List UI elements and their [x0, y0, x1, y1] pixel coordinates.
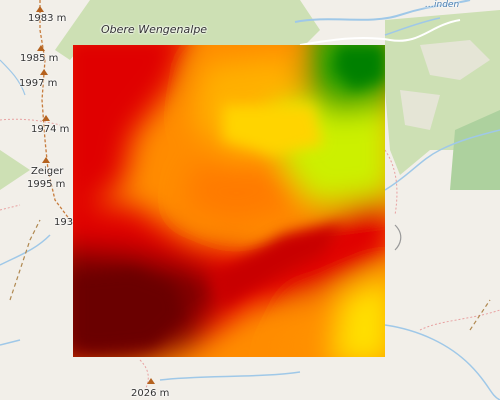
- stream: [384, 129, 500, 191]
- rock-patch-2: [400, 90, 440, 130]
- heat-zone-valley: [277, 295, 343, 357]
- area-label: Obere Wengenalpe: [101, 23, 208, 36]
- stream: [384, 17, 441, 36]
- peak-icon: [40, 69, 48, 75]
- peak-icon: [36, 6, 44, 12]
- stream: [294, 0, 471, 23]
- peak-icon: [37, 45, 45, 51]
- dashed-path: [0, 204, 21, 211]
- heat-zone-high: [73, 45, 187, 215]
- peak-elevation: 2026 m: [131, 388, 170, 399]
- dashed-path: [139, 359, 149, 391]
- stream: [0, 339, 21, 346]
- peak-icon: [147, 378, 155, 384]
- forest-patch-small: [0, 150, 30, 190]
- heat-zone-yellow: [223, 105, 323, 155]
- dashed-path: [0, 118, 61, 126]
- stream: [159, 371, 301, 381]
- peak-icon: [42, 157, 50, 163]
- stream: [0, 59, 26, 96]
- heat-zone-peak-core: [73, 270, 183, 350]
- dashed-path: [384, 149, 398, 216]
- heat-zone-valley: [325, 278, 385, 357]
- dashed-path: [419, 309, 500, 331]
- elevation-overlay: [73, 45, 385, 357]
- peak-icon: [42, 115, 50, 121]
- peak-elevation: 1936: [54, 217, 80, 228]
- stream: [384, 324, 500, 400]
- heat-zone-ridge: [213, 225, 343, 305]
- trail: [394, 224, 402, 251]
- road: [299, 19, 461, 46]
- trail: [9, 219, 41, 301]
- heat-zone-low-core: [333, 45, 385, 90]
- elevation-heatmap: [73, 45, 385, 357]
- rock-patch: [420, 40, 490, 80]
- peak-elevation: 1983 m: [28, 13, 67, 24]
- peak-elevation: 1985 m: [20, 53, 59, 64]
- forest-patch: [450, 110, 500, 190]
- heat-zone-mid: [183, 165, 303, 225]
- peak-elevation: 1997 m: [19, 78, 58, 89]
- trail: [469, 299, 491, 331]
- stream-label: …inden: [425, 0, 460, 10]
- peak-elevation: 1995 m: [27, 179, 66, 190]
- stream: [0, 234, 51, 266]
- peak-name: Zeiger: [31, 166, 64, 177]
- peak-elevation: 1974 m: [31, 124, 70, 135]
